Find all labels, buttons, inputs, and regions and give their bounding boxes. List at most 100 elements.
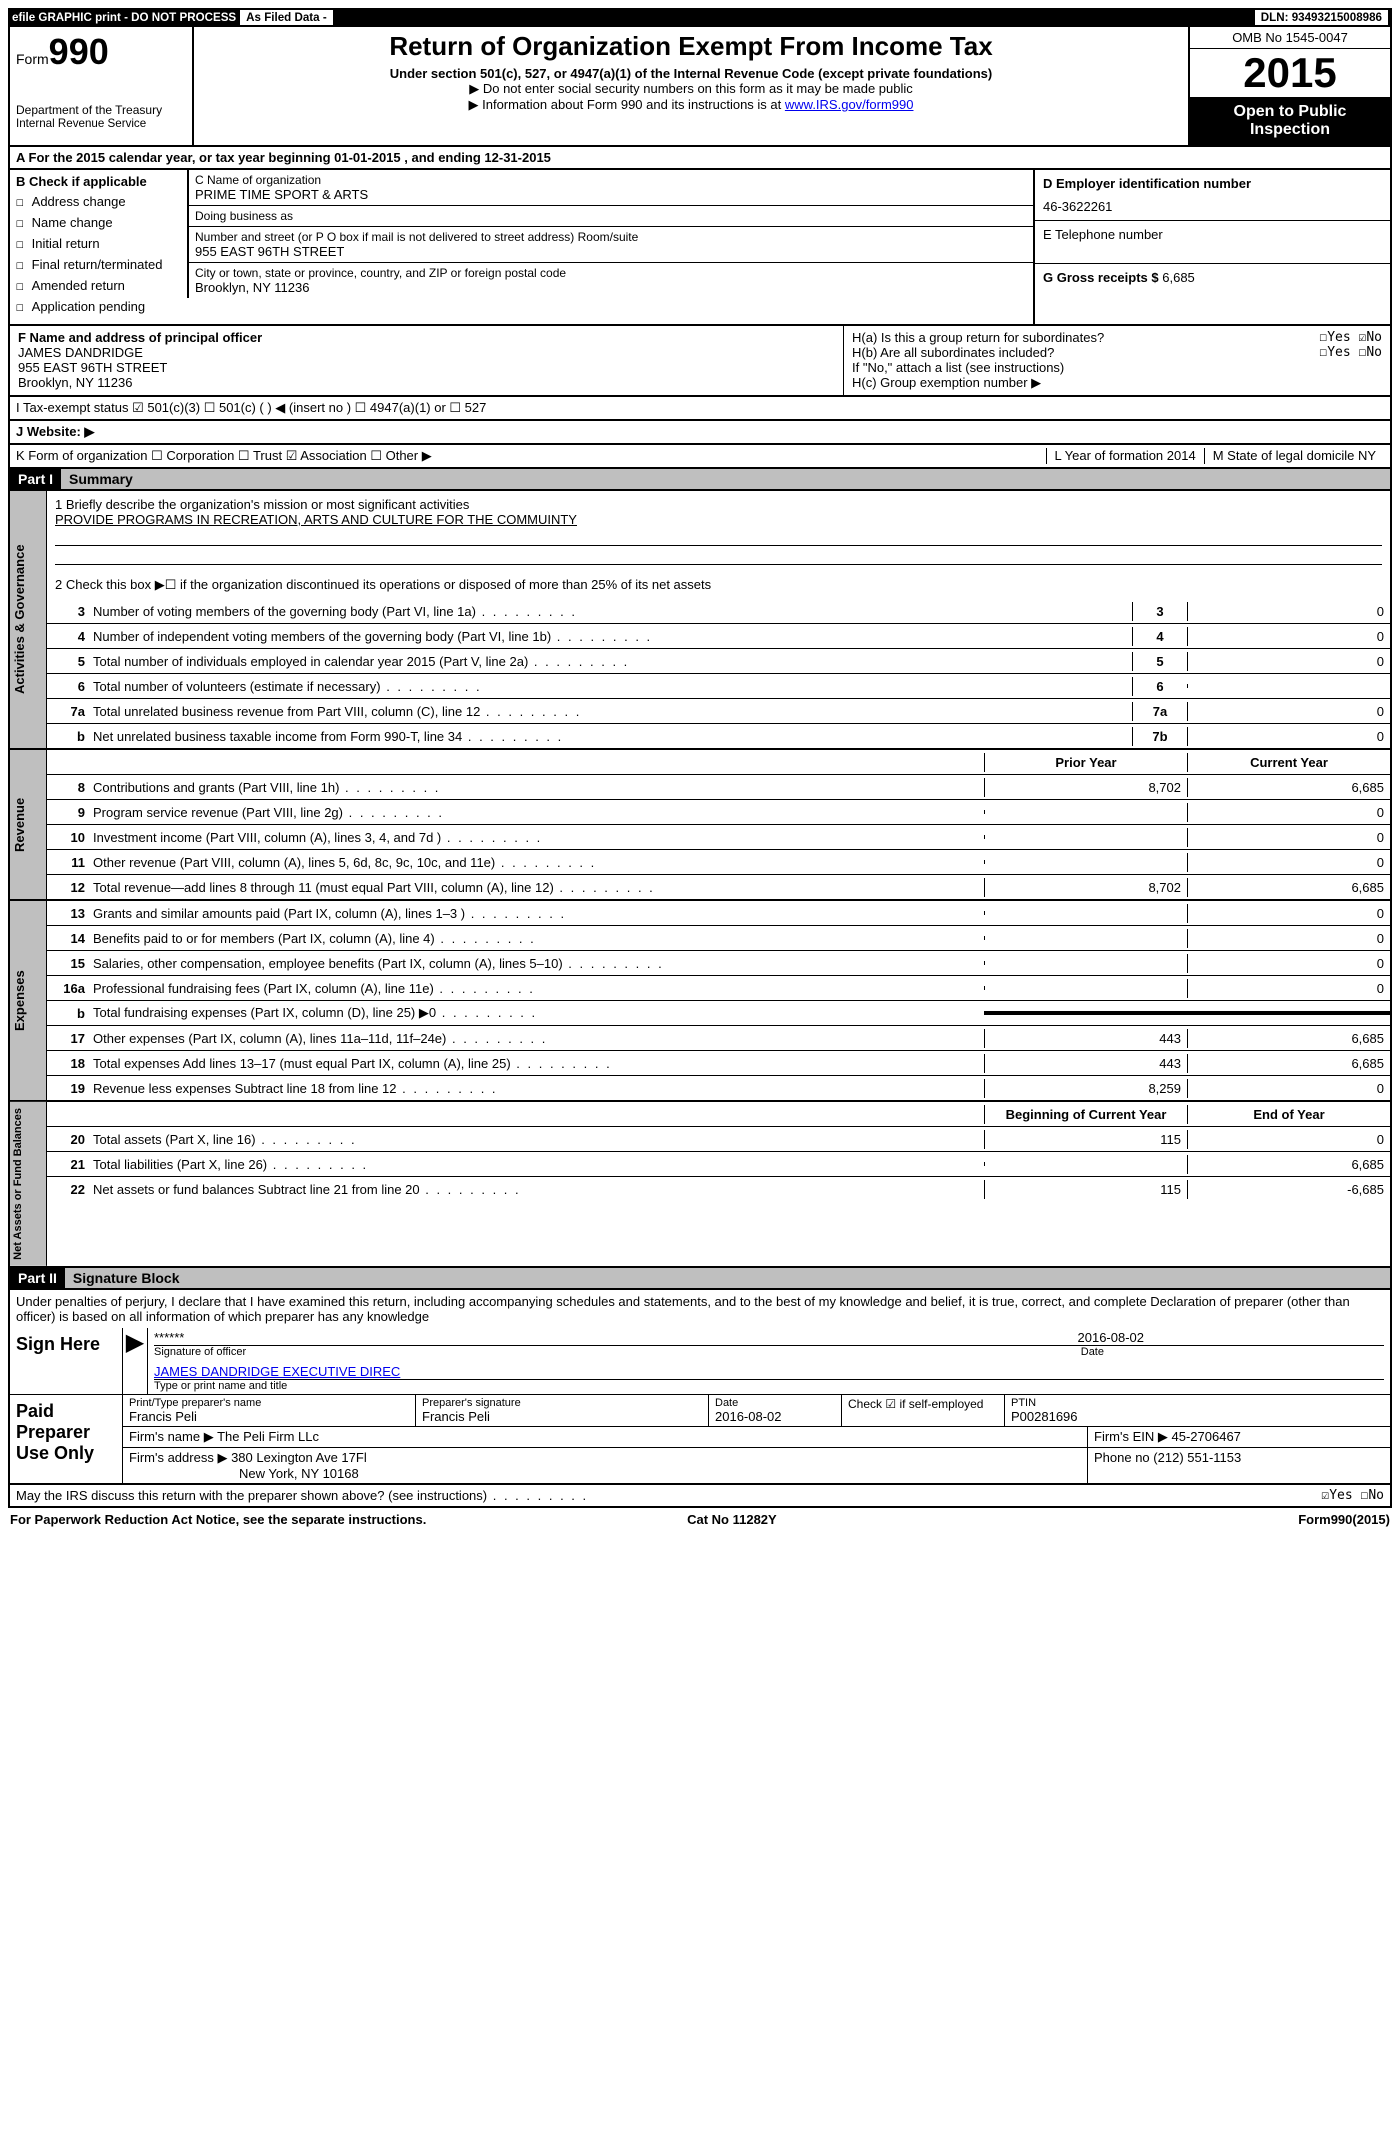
paid-preparer-label: Paid Preparer Use Only bbox=[10, 1395, 122, 1483]
ein-row: D Employer identification number 46-3622… bbox=[1035, 170, 1390, 221]
form-title-box: Return of Organization Exempt From Incom… bbox=[194, 27, 1188, 145]
header-bar: efile GRAPHIC print - DO NOT PROCESS As … bbox=[8, 8, 1392, 27]
officer-addr1: 955 EAST 96TH STREET bbox=[18, 360, 835, 375]
org-name: PRIME TIME SPORT & ARTS bbox=[195, 187, 1027, 202]
line-20: 20 Total assets (Part X, line 16)1150 bbox=[47, 1127, 1390, 1152]
gross-value: 6,685 bbox=[1162, 270, 1195, 285]
line-11: 11 Other revenue (Part VIII, column (A),… bbox=[47, 850, 1390, 875]
signature-block: Sign Here ▶ ****** 2016-08-02 Signature … bbox=[8, 1328, 1392, 1485]
irs-link[interactable]: www.IRS.gov/form990 bbox=[785, 97, 914, 112]
line-22: 22 Net assets or fund balances Subtract … bbox=[47, 1177, 1390, 1201]
chk-address-change[interactable]: Address change bbox=[16, 194, 181, 210]
h-b-answer[interactable]: ☐Yes ☐No bbox=[1319, 345, 1382, 360]
vlabel-expenses: Expenses bbox=[10, 901, 47, 1100]
part2-label: Part II bbox=[10, 1268, 65, 1288]
prep-sig-label: Preparer's signature bbox=[422, 1397, 702, 1409]
officer-addr2: Brooklyn, NY 11236 bbox=[18, 375, 835, 390]
line-b: b Total fundraising expenses (Part IX, c… bbox=[47, 1001, 1390, 1026]
irs-label: Internal Revenue Service bbox=[16, 117, 186, 130]
line-19: 19 Revenue less expenses Subtract line 1… bbox=[47, 1076, 1390, 1100]
officer-label: F Name and address of principal officer bbox=[18, 330, 835, 345]
address-row: Number and street (or P O box if mail is… bbox=[187, 227, 1033, 263]
prep-name-label: Print/Type preparer's name bbox=[129, 1397, 409, 1409]
dept-treasury: Department of the Treasury bbox=[16, 103, 186, 117]
vlabel-revenue: Revenue bbox=[10, 750, 47, 899]
row-i: I Tax-exempt status ☑ 501(c)(3) ☐ 501(c)… bbox=[8, 397, 1392, 421]
name-title-label: Type or print name and title bbox=[154, 1380, 1384, 1392]
firm-ein: 45-2706467 bbox=[1172, 1429, 1241, 1444]
officer-name-link[interactable]: JAMES DANDRIDGE EXECUTIVE DIREC bbox=[154, 1364, 400, 1379]
ein-value: 46-3622261 bbox=[1043, 199, 1382, 214]
asfiled-label: As Filed Data - bbox=[240, 10, 333, 25]
boy-header: Beginning of Current Year bbox=[984, 1105, 1187, 1124]
chk-name-change[interactable]: Name change bbox=[16, 215, 181, 231]
telephone-label: E Telephone number bbox=[1043, 227, 1382, 242]
state-domicile: M State of legal domicile NY bbox=[1204, 448, 1384, 464]
line-4: 4 Number of independent voting members o… bbox=[47, 624, 1390, 649]
line-14: 14 Benefits paid to or for members (Part… bbox=[47, 926, 1390, 951]
telephone-row: E Telephone number bbox=[1035, 221, 1390, 264]
form-of-org: K Form of organization ☐ Corporation ☐ T… bbox=[16, 448, 432, 464]
form-word: Form bbox=[16, 51, 49, 67]
firm-addr2: New York, NY 10168 bbox=[129, 1466, 1081, 1481]
line-15: 15 Salaries, other compensation, employe… bbox=[47, 951, 1390, 976]
mission-label: 1 Briefly describe the organization's mi… bbox=[55, 497, 1382, 512]
dba-row: Doing business as bbox=[187, 206, 1033, 227]
line-21: 21 Total liabilities (Part X, line 26)6,… bbox=[47, 1152, 1390, 1177]
line-3: 3 Number of voting members of the govern… bbox=[47, 599, 1390, 624]
eoy-header: End of Year bbox=[1187, 1105, 1390, 1124]
h-b-row: H(b) Are all subordinates included? ☐Yes… bbox=[852, 345, 1382, 360]
summary-expenses: Expenses 13 Grants and similar amounts p… bbox=[8, 901, 1392, 1102]
city-label: City or town, state or province, country… bbox=[195, 266, 1027, 280]
part1-label: Part I bbox=[10, 469, 61, 489]
firm-ein-label: Firm's EIN ▶ bbox=[1094, 1429, 1168, 1444]
h-b-label: H(b) Are all subordinates included? bbox=[852, 345, 1054, 360]
prep-sig: Francis Peli bbox=[422, 1409, 702, 1424]
tax-year: 2015 bbox=[1190, 49, 1390, 97]
dln-box: DLN: 93493215008986 bbox=[1255, 10, 1388, 25]
city-value: Brooklyn, NY 11236 bbox=[195, 280, 1027, 295]
h-a-answer[interactable]: ☐Yes ☑No bbox=[1319, 330, 1382, 345]
firm-phone: (212) 551-1153 bbox=[1153, 1450, 1241, 1465]
omb-number: OMB No 1545-0047 bbox=[1190, 27, 1390, 49]
website-label: J Website: ▶ bbox=[16, 424, 94, 440]
h-a-label: H(a) Is this a group return for subordin… bbox=[852, 330, 1104, 345]
form-version: Form990(2015) bbox=[1298, 1512, 1390, 1527]
b-header: B Check if applicable bbox=[16, 174, 181, 189]
address-label: Number and street (or P O box if mail is… bbox=[195, 230, 1027, 244]
chk-initial-return[interactable]: Initial return bbox=[16, 236, 181, 252]
part1-title: Summary bbox=[61, 469, 1390, 489]
paperwork-notice: For Paperwork Reduction Act Notice, see … bbox=[10, 1512, 426, 1527]
line-16a: 16a Professional fundraising fees (Part … bbox=[47, 976, 1390, 1001]
dln-label: DLN: bbox=[1261, 11, 1289, 24]
row-j: J Website: ▶ bbox=[8, 421, 1392, 445]
efile-label: efile GRAPHIC print - DO NOT PROCESS bbox=[12, 11, 236, 24]
discontinued-check: 2 Check this box ▶☐ if the organization … bbox=[55, 577, 1382, 593]
gross-row: G Gross receipts $ 6,685 bbox=[1035, 264, 1390, 291]
line-9: 9 Program service revenue (Part VIII, li… bbox=[47, 800, 1390, 825]
part1-header: Part I Summary bbox=[8, 469, 1392, 491]
net-header-row: Beginning of Current Year End of Year bbox=[47, 1102, 1390, 1127]
form-id-box: Form990 Department of the Treasury Inter… bbox=[10, 27, 194, 145]
h-a-row: H(a) Is this a group return for subordin… bbox=[852, 330, 1382, 345]
officer-h-row: F Name and address of principal officer … bbox=[8, 326, 1392, 397]
firm-addr-label: Firm's address ▶ bbox=[129, 1450, 227, 1465]
chk-final-return[interactable]: Final return/terminated bbox=[16, 257, 181, 273]
col-c-org: C Name of organization PRIME TIME SPORT … bbox=[187, 170, 1033, 324]
open-inspection: Open to Public Inspection bbox=[1190, 97, 1390, 145]
form-title: Return of Organization Exempt From Incom… bbox=[204, 31, 1178, 62]
officer-signature-cell: ****** 2016-08-02 Signature of officer D… bbox=[147, 1328, 1390, 1394]
summary-governance: Activities & Governance 1 Briefly descri… bbox=[8, 491, 1392, 750]
firm-name: The Peli Firm LLc bbox=[217, 1429, 319, 1444]
prep-date: 2016-08-02 bbox=[715, 1409, 835, 1424]
chk-amended-return[interactable]: Amended return bbox=[16, 278, 181, 294]
instr-1: ▶ Do not enter social security numbers o… bbox=[204, 81, 1178, 97]
row-k: K Form of organization ☐ Corporation ☐ T… bbox=[8, 445, 1392, 469]
chk-application-pending[interactable]: Application pending bbox=[16, 299, 181, 315]
discuss-answer[interactable]: ☑Yes ☐No bbox=[1321, 1488, 1384, 1503]
vlabel-netassets: Net Assets or Fund Balances bbox=[10, 1102, 47, 1266]
vlabel-governance: Activities & Governance bbox=[10, 491, 47, 748]
sign-here-label: Sign Here bbox=[10, 1328, 122, 1394]
mission-text: PROVIDE PROGRAMS IN RECREATION, ARTS AND… bbox=[55, 512, 1382, 527]
self-employed-check[interactable]: Check ☑ if self-employed bbox=[842, 1395, 1005, 1426]
